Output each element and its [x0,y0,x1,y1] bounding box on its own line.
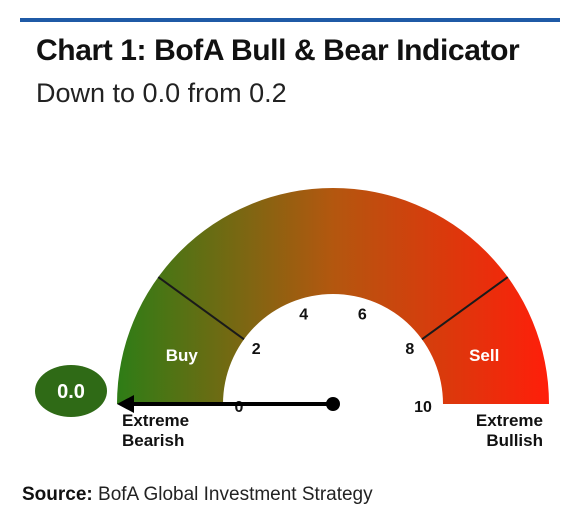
value-badge-bg [35,365,107,417]
zone-label: Sell [469,346,499,365]
source-note: Source: BofA Global Investment Strategy [22,484,373,506]
needle [117,395,340,413]
gauge-arc [117,188,549,404]
needle-head [117,395,134,413]
chart-subtitle: Down to 0.0 from 0.2 [36,78,287,108]
tick-label: 10 [414,399,432,416]
tick-label: 4 [299,307,308,324]
zone-divider [157,276,245,341]
needle-pivot [326,397,340,411]
end-label-low: Extreme [122,411,189,430]
source-text: BofA Global Investment Strategy [98,484,373,505]
tick-label: 2 [252,341,261,358]
source-label: Source: [22,484,93,505]
zone-labels: Buy Sell [166,346,500,365]
zone-divider [421,276,509,341]
tick-labels: 0 2 4 6 8 10 [235,307,432,416]
chart-title: Chart 1: BofA Bull & Bear Indicator [36,34,520,67]
zone-label: Buy [166,346,199,365]
tick-label: 8 [405,341,414,358]
end-label-high: Extreme [476,411,543,430]
top-rule [20,18,560,22]
tick-label: 6 [358,307,367,324]
end-label-low: Bearish [122,431,184,450]
tick-label: 0 [235,399,244,416]
value-badge: 0.0 [35,365,107,417]
zone-dividers [157,276,509,341]
value-label: 0.0 [57,381,85,403]
end-label-high: Bullish [486,431,543,450]
